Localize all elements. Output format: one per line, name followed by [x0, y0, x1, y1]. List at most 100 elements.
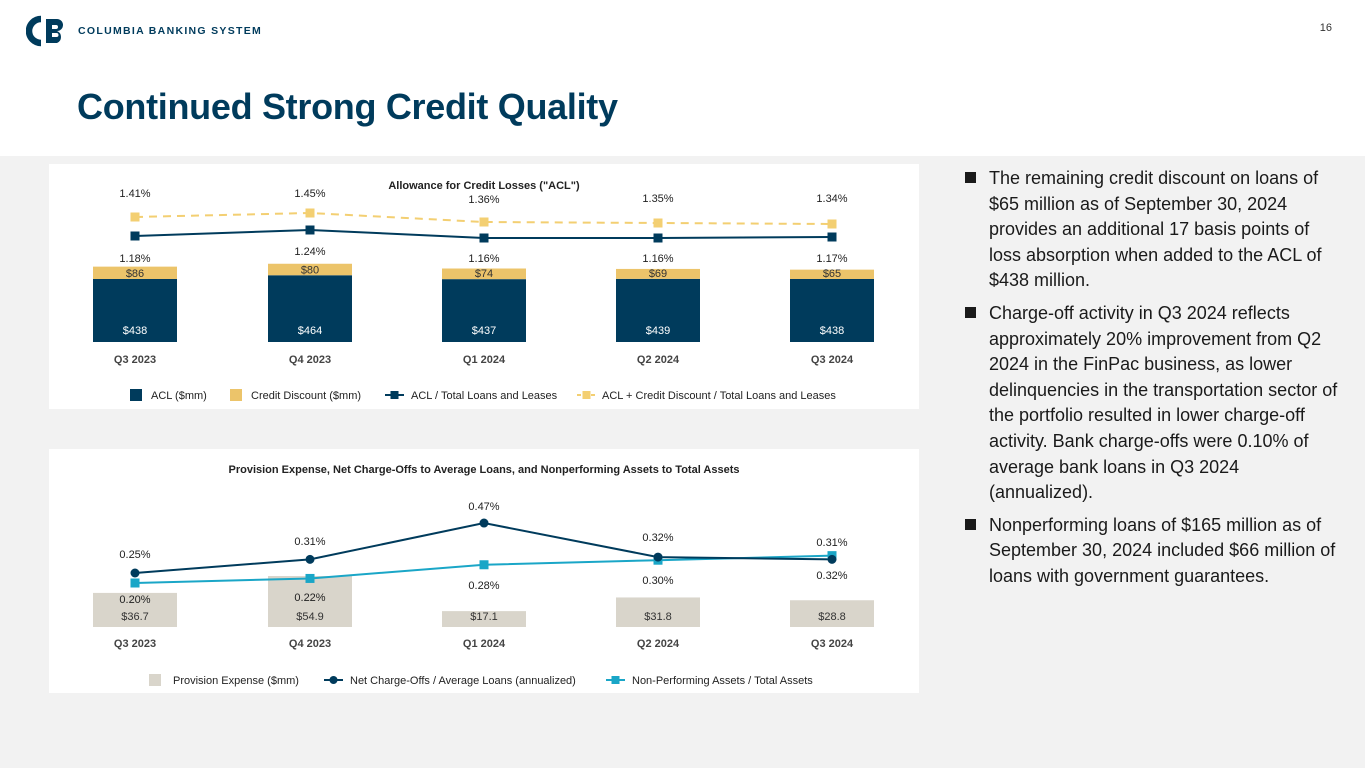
acl-bar-label: $438 [123, 325, 147, 337]
x-tick-label: Q1 2024 [463, 354, 506, 366]
acl-bar-label: $439 [646, 325, 670, 337]
npa-label: 0.32% [816, 570, 847, 582]
npa-line [134, 554, 833, 584]
acl-ratio-label: 1.17% [816, 253, 847, 265]
provision-bar-label: $28.8 [818, 611, 846, 623]
credit-discount-bar [268, 263, 352, 276]
nco-marker [653, 552, 663, 562]
x-tick-label: Q4 2023 [289, 354, 331, 366]
x-tick-label: Q3 2023 [114, 354, 156, 366]
provision-chart: Provision Expense, Net Charge-Offs to Av… [93, 464, 874, 687]
legend-marker [582, 391, 591, 399]
x-tick-label: Q1 2024 [463, 638, 506, 650]
page-title: Continued Strong Credit Quality [77, 86, 618, 127]
chart-title: Allowance for Credit Losses ("ACL") [388, 180, 580, 192]
legend-label-acl-mm: ACL ($mm) [151, 390, 207, 402]
commentary-list: The remaining credit discount on loans o… [963, 166, 1343, 597]
acl-plus-discount-marker [827, 219, 837, 229]
x-tick-label: Q2 2024 [637, 354, 680, 366]
npa-marker [130, 578, 140, 588]
npa-label: 0.22% [294, 592, 325, 604]
acl-ratio-label: 1.18% [119, 253, 150, 265]
npa-label: 0.20% [119, 594, 150, 606]
nco-label: 0.31% [294, 536, 325, 548]
acl-plus-discount-label: 1.35% [642, 193, 673, 205]
commentary-item: Charge-off activity in Q3 2024 reflects … [963, 301, 1343, 506]
legend-swatch [130, 389, 142, 401]
square-bullet-icon [965, 306, 976, 318]
nco-label: 0.31% [816, 537, 847, 549]
legend-marker [611, 676, 620, 684]
legend-marker [390, 391, 399, 399]
commentary-text: Nonperforming loans of $165 million as o… [989, 514, 1336, 586]
acl-bar [790, 279, 874, 342]
credit-discount-bar [790, 269, 874, 279]
acl-plus-discount-line [134, 211, 833, 225]
square-bullet-icon [965, 172, 976, 183]
acl-plus-discount-label: 1.34% [816, 193, 847, 205]
provision-bar [268, 576, 352, 627]
credit-discount-bar [442, 268, 526, 280]
page-number: 16 [1319, 22, 1332, 34]
npa-label: 0.28% [468, 580, 499, 592]
legend-label-acl-total-loans-and-leases: ACL / Total Loans and Leases [411, 390, 558, 402]
provision-bar [616, 597, 700, 627]
header: COLUMBIA BANKING SYSTEM 16 Continued Str… [0, 0, 1365, 156]
npa-label: 0.30% [642, 575, 673, 587]
legend-label-acl-credit-discount-total-loans-and-leases: ACL + Credit Discount / Total Loans and … [602, 390, 836, 402]
credit-discount-label: $65 [823, 268, 841, 280]
x-tick-label: Q2 2024 [637, 638, 680, 650]
acl-bar [268, 275, 352, 342]
credit-discount-label: $74 [475, 268, 493, 280]
provision-bar-label: $36.7 [121, 611, 149, 623]
acl-bar [442, 279, 526, 342]
acl-plus-discount-marker [305, 208, 315, 218]
legend-label-credit-discount-mm: Credit Discount ($mm) [251, 390, 361, 402]
acl-ratio-marker [479, 233, 489, 243]
provision-bar [93, 592, 177, 627]
x-tick-label: Q4 2023 [289, 638, 331, 650]
provision-chart-panel: Provision Expense, Net Charge-Offs to Av… [49, 449, 919, 693]
provision-bar-label: $54.9 [296, 611, 324, 623]
acl-plus-discount-label: 1.41% [119, 188, 150, 200]
credit-discount-bar [616, 268, 700, 279]
x-tick-label: Q3 2024 [811, 354, 854, 366]
square-bullet-icon [965, 518, 976, 530]
credit-discount-label: $69 [649, 268, 667, 280]
acl-bar-label: $437 [472, 325, 496, 337]
credit-discount-bar [93, 266, 177, 279]
acl-ratio-marker [305, 225, 315, 235]
provision-bar-label: $17.1 [470, 611, 498, 623]
nco-label: 0.47% [468, 501, 499, 513]
acl-bar-label: $464 [298, 325, 322, 337]
credit-discount-label: $86 [126, 268, 144, 280]
npa-marker [305, 573, 315, 583]
acl-ratio-label: 1.24% [294, 246, 325, 258]
npa-marker [479, 560, 489, 570]
chart-title: Provision Expense, Net Charge-Offs to Av… [229, 464, 740, 476]
columbia-logo-icon [26, 15, 63, 47]
nco-marker [305, 554, 315, 564]
acl-ratio-label: 1.16% [468, 253, 499, 265]
nco-marker [130, 568, 140, 578]
commentary-text: Charge-off activity in Q3 2024 reflects … [989, 302, 1338, 503]
legend-label-non-performing-assets-total-assets: Non-Performing Assets / Total Assets [632, 675, 813, 687]
commentary-item: Nonperforming loans of $165 million as o… [963, 513, 1343, 590]
legend-label-net-charge-offs-average-loans-annualized: Net Charge-Offs / Average Loans (annuali… [350, 675, 576, 687]
acl-plus-discount-label: 1.45% [294, 188, 325, 200]
acl-plus-discount-label: 1.36% [468, 194, 499, 206]
acl-ratio-marker [827, 232, 837, 242]
acl-ratio-label: 1.16% [642, 253, 673, 265]
acl-ratio-marker [130, 231, 140, 241]
acl-bar [616, 278, 700, 342]
acl-chart: Allowance for Credit Losses ("ACL") $438 $… [93, 180, 874, 402]
acl-ratio-marker [653, 233, 663, 243]
legend-marker [329, 676, 338, 684]
legend-swatch [149, 674, 161, 686]
acl-bar [93, 279, 177, 342]
nco-label: 0.25% [119, 549, 150, 561]
brand-name: COLUMBIA BANKING SYSTEM [78, 25, 263, 37]
provision-bar [442, 611, 526, 627]
credit-discount-label: $80 [301, 264, 319, 276]
acl-plus-discount-marker [479, 217, 489, 227]
